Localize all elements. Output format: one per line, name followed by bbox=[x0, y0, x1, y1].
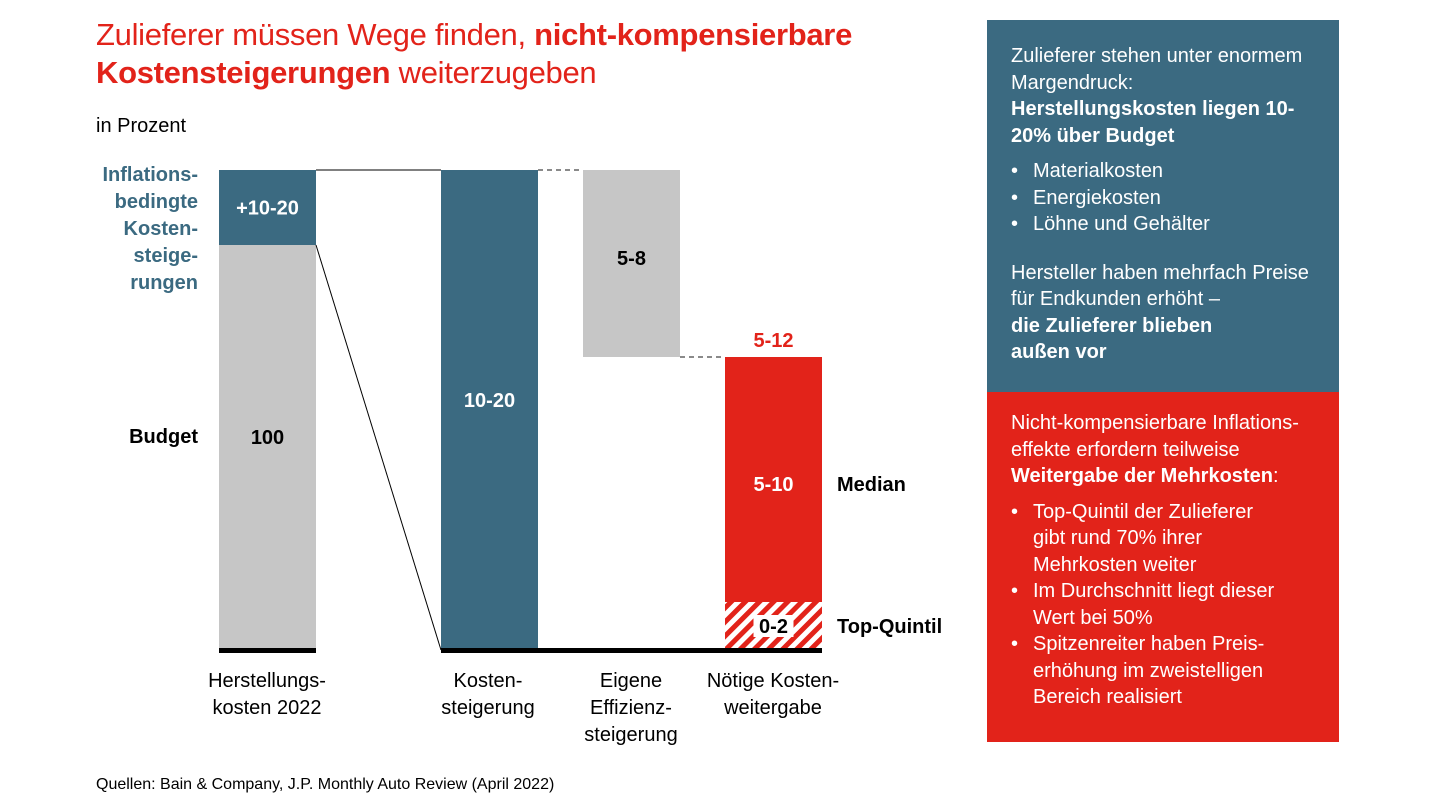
source-note: Quellen: Bain & Company, J.P. Monthly Au… bbox=[96, 776, 555, 793]
inflation-label-line: rungen bbox=[130, 272, 198, 294]
title-part1-bold: nicht-kompensierbare bbox=[534, 17, 853, 52]
list-item: Materialkosten bbox=[1011, 158, 1315, 185]
info-panel-cost-passthrough: Nicht-kompensierbare Inflations-effekte … bbox=[987, 392, 1339, 742]
title-part2: weiterzugeben bbox=[390, 55, 597, 90]
category-label-line: Kosten- bbox=[453, 670, 523, 692]
list-item: Im Durchschnitt liegt dieser Wert bei 50… bbox=[1011, 578, 1286, 631]
data-label-kostensteigerung: 10-20 bbox=[464, 390, 515, 412]
info-panel-margin-pressure: Zulieferer stehen unter enormem Margendr… bbox=[987, 20, 1339, 392]
data-label-top-quintil: 0-2 bbox=[759, 616, 788, 638]
baseline-segment bbox=[219, 648, 316, 653]
unit-label: in Prozent bbox=[96, 115, 187, 137]
panel-blue-para2: Hersteller haben mehrfach Preise für End… bbox=[1011, 261, 1309, 311]
passthrough-list: Top-Quintil der Zulieferer gibt rund 70%… bbox=[1011, 499, 1286, 711]
inflation-label-line: Inflations- bbox=[102, 164, 198, 186]
baseline-segment bbox=[441, 648, 822, 653]
category-label-kostensteigerung: Kosten- steigerung bbox=[403, 668, 573, 722]
title-part1: Zulieferer müssen Wege finden, bbox=[96, 17, 535, 52]
category-label-effizienzsteigerung: Eigene Effizienz- steigerung bbox=[546, 668, 716, 749]
budget-side-label: Budget bbox=[129, 426, 198, 448]
bar-kostensteigerung bbox=[441, 170, 538, 650]
category-label-kostenweitergabe: Nötige Kosten- weitergabe bbox=[688, 668, 858, 722]
data-label-inflation: +10-20 bbox=[236, 198, 299, 220]
waterfall-chart: +10-20 100 10-20 5-8 5-10 0-2 5-12 Median Top-Qu… bbox=[219, 169, 942, 653]
category-label-line: Eigene bbox=[599, 670, 663, 692]
category-label-line: Effizienz- bbox=[590, 697, 672, 719]
panel-blue-para2-bold: die Zulieferer blieben außen vor bbox=[1011, 314, 1213, 364]
page-title: Zulieferer müssen Wege finden, nicht-kom… bbox=[96, 16, 956, 92]
bar-inflation bbox=[219, 170, 316, 245]
data-label-effizienz: 5-8 bbox=[617, 248, 646, 270]
data-label-bg bbox=[753, 615, 794, 637]
annotation-median: Median bbox=[837, 474, 906, 496]
list-item: Top-Quintil der Zulieferer gibt rund 70%… bbox=[1011, 499, 1286, 579]
category-label-line: Herstellungs- bbox=[208, 670, 326, 692]
data-label-median: 5-10 bbox=[753, 474, 793, 496]
cost-drivers-list: Materialkosten Energiekosten Löhne und G… bbox=[1011, 158, 1315, 238]
data-label-budget: 100 bbox=[251, 427, 284, 449]
category-label-line: steigerung bbox=[441, 697, 535, 719]
data-label-total: 5-12 bbox=[753, 330, 793, 352]
zoom-connector-line bbox=[315, 244, 442, 651]
list-item: Spitzenreiter haben Preis-erhöhung im zw… bbox=[1011, 631, 1286, 711]
panel-red-intro: Nicht-kompensierbare Inflations-effekte … bbox=[1011, 410, 1315, 490]
panel-red-intro-text: Nicht-kompensierbare Inflations-effekte … bbox=[1011, 412, 1299, 461]
bar-median bbox=[725, 357, 822, 602]
panel-red-intro-bold: Weitergabe der Mehrkosten bbox=[1011, 465, 1273, 487]
category-label-herstellungskosten: Herstellungs- kosten 2022 bbox=[182, 668, 352, 722]
inflation-label-line: steige- bbox=[133, 245, 198, 267]
inflation-label-line: Kosten- bbox=[123, 218, 198, 240]
inflation-label-line: bedingte bbox=[114, 191, 198, 213]
title-part2-bold: Kostensteigerungen bbox=[96, 55, 391, 90]
inflation-side-label: Inflations- bedingte Kosten- steige- run… bbox=[60, 162, 198, 297]
category-label-line: steigerung bbox=[584, 724, 678, 746]
list-item: Energiekosten bbox=[1011, 185, 1315, 212]
panel-blue-intro-bold: Herstellungskosten liegen 10-20% über Bu… bbox=[1011, 98, 1295, 147]
panel-red-intro-end: : bbox=[1272, 465, 1279, 487]
category-label-line: weitergabe bbox=[724, 697, 822, 719]
category-label-line: Nötige Kosten- bbox=[706, 670, 840, 692]
category-label-line: kosten 2022 bbox=[212, 697, 322, 719]
annotation-top-quintil: Top-Quintil bbox=[837, 616, 942, 638]
bar-budget bbox=[219, 245, 316, 650]
panel-blue-intro: Zulieferer stehen unter enormem Margendr… bbox=[1011, 45, 1303, 94]
bar-effizienzsteigerung bbox=[583, 170, 680, 357]
list-item: Löhne und Gehälter bbox=[1011, 211, 1315, 238]
